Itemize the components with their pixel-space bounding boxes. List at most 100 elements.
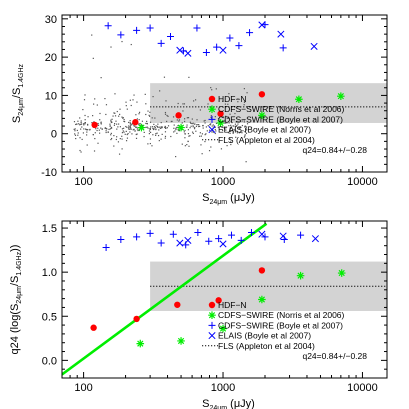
sample-point bbox=[186, 124, 188, 126]
legend-entry-label: ELAIS (Boyle et al 2007) bbox=[218, 125, 311, 135]
sample-point bbox=[134, 125, 136, 127]
sample-point bbox=[217, 118, 220, 120]
data-point bbox=[219, 240, 227, 248]
sample-point bbox=[165, 100, 167, 102]
sample-point bbox=[130, 127, 132, 129]
sample-point bbox=[110, 138, 112, 141]
sample-point bbox=[171, 120, 173, 123]
sample-point bbox=[123, 121, 126, 123]
sample-point bbox=[78, 123, 80, 125]
legend-symbol bbox=[208, 321, 216, 329]
sample-point bbox=[155, 128, 157, 131]
sample-point bbox=[166, 127, 168, 129]
data-point bbox=[337, 92, 345, 100]
data-point bbox=[258, 295, 266, 304]
sample-point bbox=[187, 132, 190, 135]
sample-point bbox=[215, 122, 218, 124]
axes-frame bbox=[61, 14, 388, 173]
sample-point bbox=[199, 135, 201, 137]
sample-point bbox=[194, 123, 196, 125]
sample-point bbox=[243, 104, 245, 106]
legend-entry-label: FLS (Appleton et al 2004) bbox=[218, 341, 315, 351]
sample-point bbox=[207, 103, 209, 105]
legend-symbol bbox=[208, 95, 216, 103]
data-point bbox=[146, 24, 154, 32]
sample-point bbox=[100, 123, 102, 125]
sample-point bbox=[173, 131, 175, 133]
sample-point bbox=[164, 131, 167, 133]
sample-point bbox=[133, 94, 135, 96]
sample-point bbox=[238, 127, 241, 129]
sample-point bbox=[123, 118, 125, 121]
sample-point bbox=[161, 133, 163, 135]
sample-point bbox=[160, 127, 162, 129]
sample-point bbox=[129, 99, 131, 101]
sample-point bbox=[225, 115, 227, 117]
data-point bbox=[104, 22, 112, 30]
sample-point bbox=[125, 105, 127, 107]
sample-point bbox=[164, 113, 167, 115]
sample-point bbox=[240, 126, 242, 128]
y-tick-label: 20 bbox=[45, 52, 57, 64]
data-point bbox=[219, 46, 227, 54]
sample-point bbox=[175, 155, 177, 158]
sample-point bbox=[172, 116, 175, 118]
legend-symbol bbox=[208, 115, 216, 123]
sample-point bbox=[222, 100, 224, 102]
legend-symbol bbox=[208, 105, 216, 113]
data-point bbox=[258, 21, 266, 29]
sample-point bbox=[191, 118, 193, 120]
sample-point bbox=[113, 112, 115, 114]
sample-point bbox=[215, 88, 217, 90]
sample-point bbox=[110, 121, 113, 124]
sample-point bbox=[77, 120, 79, 122]
y-tick-label: 0.0 bbox=[42, 355, 57, 367]
data-point bbox=[176, 239, 184, 247]
sample-point bbox=[134, 130, 136, 132]
sample-point bbox=[188, 76, 190, 78]
sample-point bbox=[202, 125, 204, 127]
q24-note: q24=0.84+/−0.28 bbox=[302, 145, 367, 155]
sample-point bbox=[198, 124, 200, 126]
legend-symbol bbox=[208, 332, 216, 340]
sample-point bbox=[132, 129, 134, 131]
sample-point bbox=[110, 46, 112, 48]
sample-point bbox=[223, 120, 225, 122]
sample-point bbox=[92, 57, 94, 59]
sample-point bbox=[110, 134, 112, 136]
sample-point bbox=[189, 121, 191, 123]
sample-point bbox=[82, 108, 84, 111]
sample-point bbox=[85, 128, 87, 131]
sample-point bbox=[149, 127, 151, 130]
sample-point bbox=[228, 93, 230, 95]
sample-point bbox=[214, 116, 216, 118]
sample-point bbox=[199, 132, 201, 134]
data-point bbox=[258, 91, 266, 98]
sample-point bbox=[190, 122, 192, 124]
sample-point bbox=[187, 117, 190, 119]
sample-point bbox=[208, 150, 211, 152]
sample-point bbox=[116, 136, 118, 138]
sample-point bbox=[83, 124, 85, 126]
sample-point bbox=[74, 130, 76, 132]
legend-entry-label: HDF−N bbox=[218, 94, 247, 104]
sample-point bbox=[192, 122, 194, 124]
q24-note: q24=0.84+/−0.28 bbox=[302, 351, 367, 361]
series-0 bbox=[91, 91, 266, 129]
sample-point bbox=[206, 130, 208, 132]
sample-point bbox=[152, 127, 154, 130]
sample-point bbox=[80, 128, 82, 130]
sample-point bbox=[125, 101, 127, 103]
y-tick-label: 1.5 bbox=[42, 223, 57, 235]
sample-point bbox=[113, 134, 115, 137]
sample-point bbox=[89, 128, 91, 131]
data-point bbox=[246, 29, 254, 37]
sample-point bbox=[107, 131, 109, 133]
data-point bbox=[279, 44, 287, 52]
sample-point bbox=[196, 123, 198, 126]
sample-point bbox=[129, 125, 131, 128]
sample-point bbox=[205, 126, 207, 128]
sample-point bbox=[221, 126, 223, 128]
sample-point bbox=[192, 132, 194, 135]
sample-point bbox=[99, 112, 101, 115]
